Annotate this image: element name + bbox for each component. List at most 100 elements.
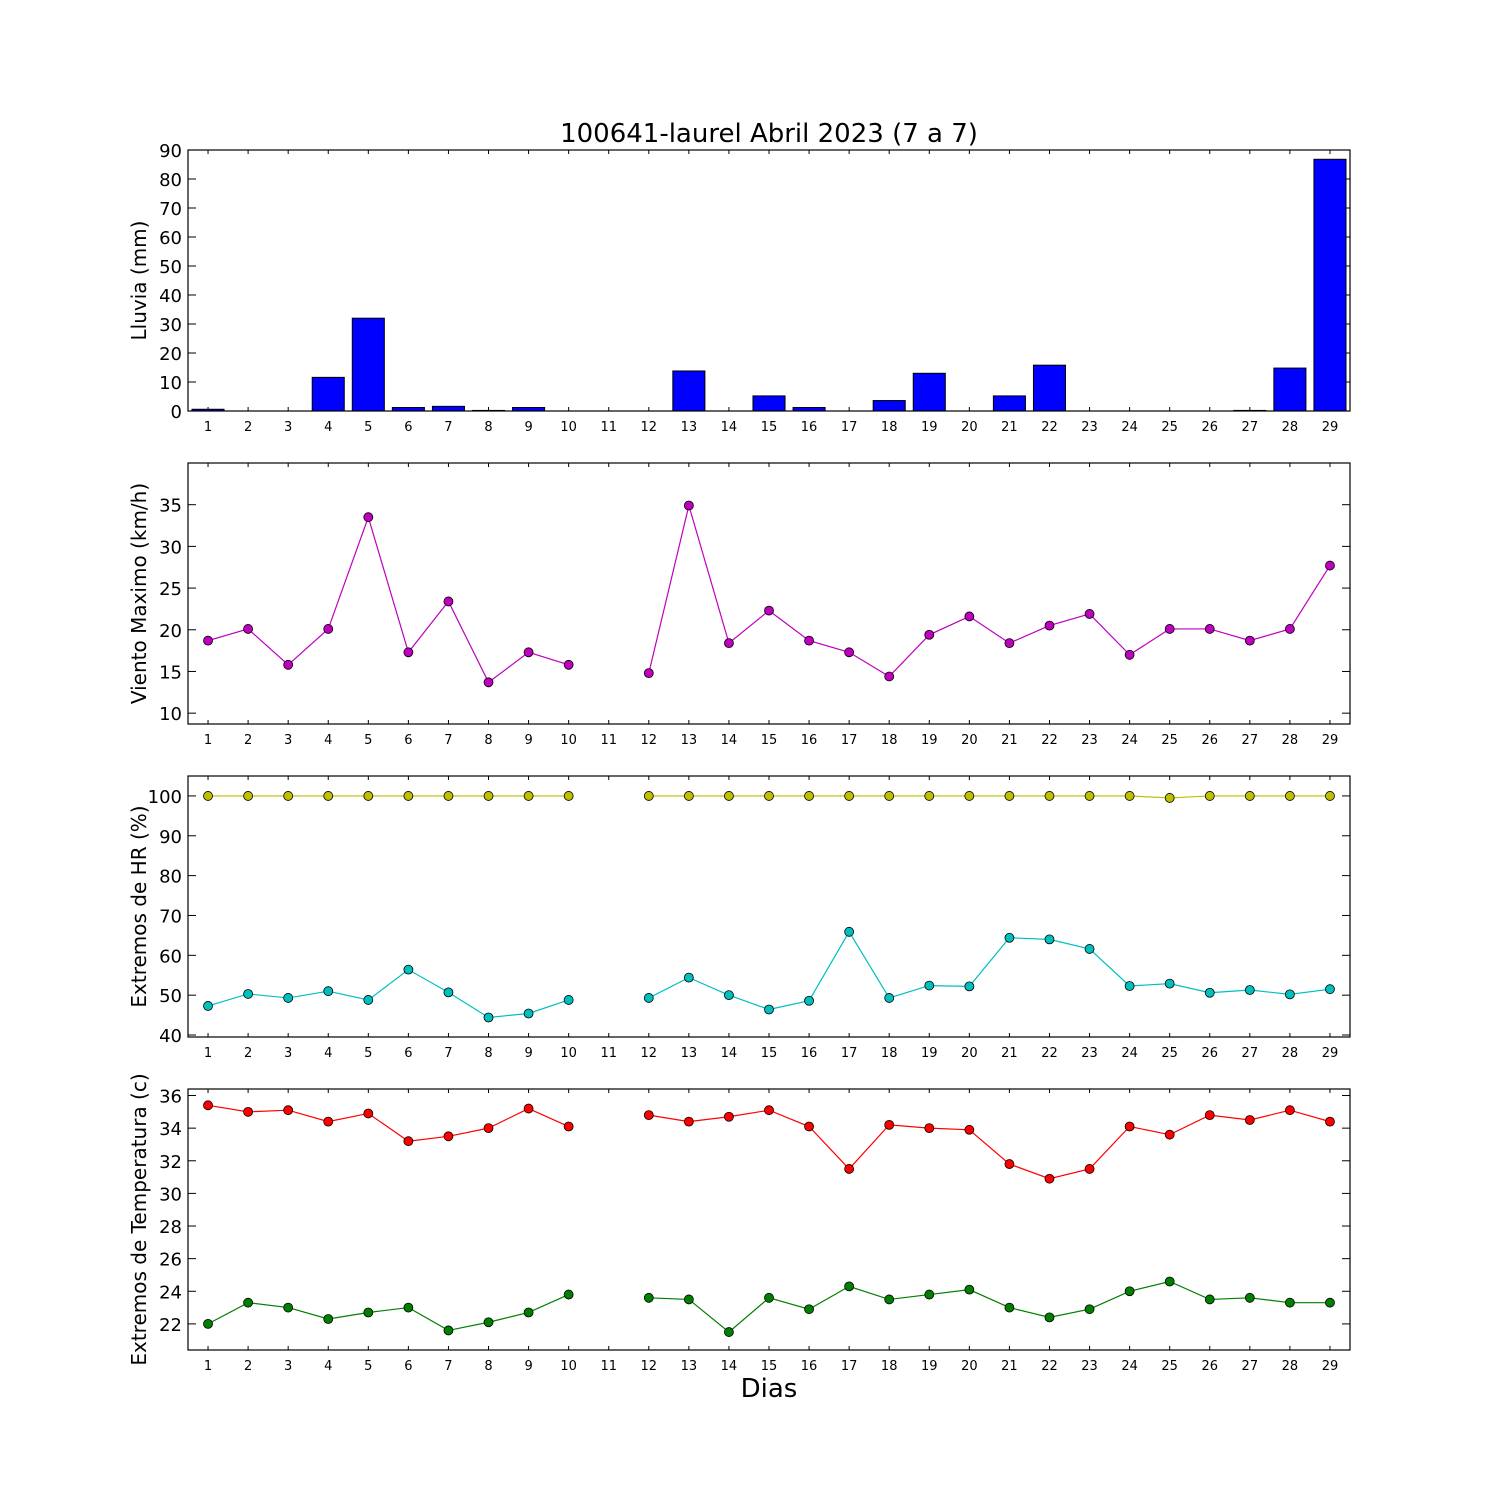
data-point xyxy=(483,1123,494,1134)
data-point xyxy=(1325,791,1335,801)
data-point xyxy=(643,1292,654,1303)
data-point xyxy=(764,1292,774,1303)
y-tick-label: 30 xyxy=(159,315,182,336)
y-tick-label: 50 xyxy=(159,257,182,278)
x-tick-label: 9 xyxy=(524,420,532,435)
data-point xyxy=(483,1317,494,1328)
data-point xyxy=(924,1289,935,1300)
x-tick-label: 9 xyxy=(524,733,532,748)
y-tick-label: 28 xyxy=(159,1217,182,1238)
x-tick-label: 12 xyxy=(641,1046,658,1061)
series-line xyxy=(207,515,569,684)
x-tick-label: 4 xyxy=(324,1359,332,1374)
y-tick-label: 30 xyxy=(159,1184,182,1205)
x-tick-label: 3 xyxy=(284,1046,292,1061)
data-point xyxy=(1204,987,1215,998)
data-point xyxy=(964,1284,975,1295)
x-tick-label: 28 xyxy=(1282,1046,1299,1061)
y-tick-label: 36 xyxy=(159,1087,182,1108)
data-point xyxy=(1004,1159,1015,1169)
x-tick-label: 13 xyxy=(681,733,698,748)
data-point xyxy=(443,1325,454,1336)
bar xyxy=(992,395,1026,412)
series-line xyxy=(648,795,1330,799)
data-point xyxy=(443,596,454,607)
data-point xyxy=(203,1100,213,1111)
data-point xyxy=(563,791,574,801)
data-point xyxy=(844,926,855,937)
x-tick-label: 24 xyxy=(1121,420,1138,435)
data-point xyxy=(884,1119,895,1130)
data-point xyxy=(363,791,374,801)
x-tick-label: 20 xyxy=(961,420,978,435)
x-tick-label: 20 xyxy=(961,1359,978,1374)
data-point xyxy=(1284,791,1295,801)
data-point xyxy=(323,986,334,997)
data-point xyxy=(1084,609,1095,619)
x-tick-label: 16 xyxy=(801,1046,818,1061)
plot-frame xyxy=(187,462,1351,725)
bar xyxy=(672,370,706,412)
series-line xyxy=(207,1293,569,1332)
data-point xyxy=(1284,1105,1295,1116)
data-point xyxy=(643,993,654,1003)
y-tick-label: 40 xyxy=(159,286,182,307)
x-tick-label: 7 xyxy=(444,1046,452,1061)
data-point xyxy=(283,993,294,1003)
y-tick-label: 30 xyxy=(159,537,182,558)
data-point xyxy=(443,791,454,801)
data-point xyxy=(563,995,574,1005)
data-point xyxy=(1164,793,1175,803)
data-point xyxy=(643,1110,654,1120)
y-tick-label: 24 xyxy=(159,1282,182,1303)
x-tick-label: 5 xyxy=(364,420,372,435)
data-point xyxy=(1044,1312,1055,1323)
x-tick-label: 24 xyxy=(1121,733,1138,748)
data-point xyxy=(1004,932,1015,943)
y-axis-label: Extremos de Temperatura (c) xyxy=(127,1073,151,1365)
y-tick-label: 20 xyxy=(159,621,182,642)
x-tick-label: 16 xyxy=(801,733,818,748)
x-tick-label: 7 xyxy=(444,420,452,435)
x-tick-label: 3 xyxy=(284,1359,292,1374)
data-point xyxy=(924,980,935,991)
data-point xyxy=(243,791,254,801)
data-point xyxy=(643,668,654,679)
x-tick-label: 25 xyxy=(1161,733,1178,748)
x-tick-label: 24 xyxy=(1121,1359,1138,1374)
x-tick-label: 11 xyxy=(600,420,617,435)
x-tick-label: 14 xyxy=(721,733,738,748)
x-tick-label: 5 xyxy=(364,1359,372,1374)
x-tick-label: 17 xyxy=(841,420,858,435)
data-point xyxy=(1244,1292,1255,1303)
data-point xyxy=(403,647,414,658)
x-tick-label: 28 xyxy=(1282,733,1299,748)
bar xyxy=(1313,158,1347,412)
data-point xyxy=(283,1302,294,1313)
data-point xyxy=(1325,984,1335,995)
x-tick-label: 24 xyxy=(1121,1046,1138,1061)
x-tick-label: 29 xyxy=(1322,1046,1339,1061)
x-tick-label: 8 xyxy=(484,1359,492,1374)
x-axis-label: Dias xyxy=(741,1374,798,1404)
bar xyxy=(872,400,906,412)
x-tick-label: 11 xyxy=(600,1359,617,1374)
x-tick-label: 21 xyxy=(1001,733,1018,748)
data-point xyxy=(1204,1294,1215,1305)
data-point xyxy=(1004,1302,1015,1313)
data-point xyxy=(1244,791,1255,801)
x-tick-label: 11 xyxy=(600,1046,617,1061)
data-point xyxy=(403,791,414,801)
data-point xyxy=(563,659,574,670)
series-line xyxy=(207,968,569,1019)
data-point xyxy=(523,647,534,658)
x-tick-label: 26 xyxy=(1201,420,1218,435)
x-tick-label: 18 xyxy=(881,733,898,748)
x-tick-label: 18 xyxy=(881,420,898,435)
x-tick-label: 12 xyxy=(641,733,658,748)
x-tick-label: 6 xyxy=(404,733,412,748)
series-2 xyxy=(203,926,1335,1023)
x-tick-label: 19 xyxy=(921,1359,938,1374)
